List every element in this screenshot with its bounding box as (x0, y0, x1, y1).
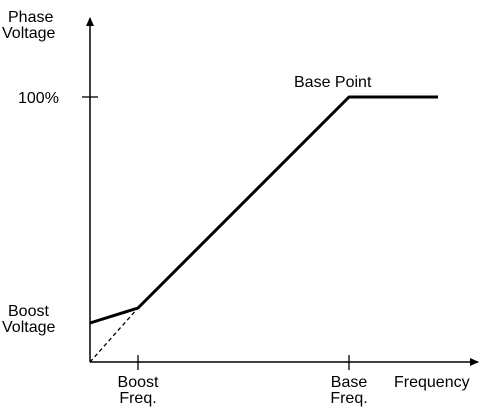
boost-voltage-label-line1: Boost (8, 303, 49, 320)
boost-freq-label-line2: Freq. (119, 390, 156, 407)
base-freq-label-line1: Base (331, 374, 368, 391)
y-tick-label-100: 100% (18, 90, 59, 107)
dashed-extrapolation-line (89, 307, 139, 363)
x-axis-label: Frequency (394, 374, 470, 391)
y-axis-label-line1: Phase (8, 9, 53, 26)
base-freq-label-line2: Freq. (330, 390, 367, 407)
vf-curve (89, 95, 438, 325)
base-point-label: Base Point (294, 74, 372, 91)
y-axis-label-line2: Voltage (2, 25, 55, 42)
boost-voltage-label-line2: Voltage (2, 319, 55, 336)
boost-freq-label-line1: Boost (118, 374, 159, 391)
